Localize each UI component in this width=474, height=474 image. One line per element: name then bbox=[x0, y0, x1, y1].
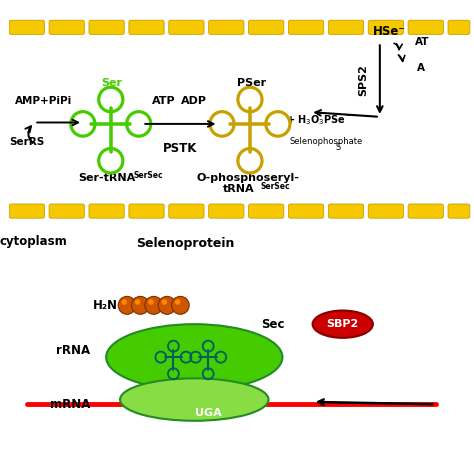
Ellipse shape bbox=[312, 310, 373, 338]
Circle shape bbox=[132, 296, 149, 314]
FancyBboxPatch shape bbox=[9, 20, 45, 35]
Text: Sec: Sec bbox=[261, 318, 285, 331]
Circle shape bbox=[158, 296, 176, 314]
Text: S: S bbox=[336, 143, 341, 152]
FancyBboxPatch shape bbox=[89, 204, 124, 218]
Text: HSe⁻: HSe⁻ bbox=[373, 25, 405, 37]
Text: UGA: UGA bbox=[195, 408, 221, 418]
FancyBboxPatch shape bbox=[289, 204, 324, 218]
Text: tRNA: tRNA bbox=[222, 184, 254, 194]
FancyBboxPatch shape bbox=[9, 204, 45, 218]
Text: SPS2: SPS2 bbox=[359, 64, 369, 96]
Circle shape bbox=[175, 299, 181, 305]
Text: Ser-tRNA: Ser-tRNA bbox=[79, 173, 136, 183]
FancyBboxPatch shape bbox=[408, 20, 443, 35]
Text: ADP: ADP bbox=[181, 96, 207, 106]
Text: AMP+PiPi: AMP+PiPi bbox=[15, 96, 72, 106]
FancyBboxPatch shape bbox=[209, 20, 244, 35]
Text: Selenoprotein: Selenoprotein bbox=[136, 237, 234, 250]
Text: O-phosphoseryl-: O-phosphoseryl- bbox=[196, 173, 299, 183]
Text: SerRS: SerRS bbox=[9, 137, 45, 147]
Text: PSTK: PSTK bbox=[163, 142, 198, 155]
FancyBboxPatch shape bbox=[49, 204, 84, 218]
Text: mRNA: mRNA bbox=[50, 398, 90, 411]
FancyBboxPatch shape bbox=[448, 20, 470, 35]
FancyBboxPatch shape bbox=[448, 204, 470, 218]
FancyBboxPatch shape bbox=[328, 20, 364, 35]
Text: A: A bbox=[417, 64, 425, 73]
FancyBboxPatch shape bbox=[169, 20, 204, 35]
Circle shape bbox=[121, 299, 127, 305]
Text: PSer: PSer bbox=[237, 78, 266, 88]
Ellipse shape bbox=[106, 324, 283, 390]
FancyBboxPatch shape bbox=[169, 204, 204, 218]
Circle shape bbox=[172, 296, 189, 314]
FancyBboxPatch shape bbox=[129, 204, 164, 218]
Text: cytoplasm: cytoplasm bbox=[0, 235, 67, 247]
Circle shape bbox=[145, 296, 163, 314]
Text: SBP2: SBP2 bbox=[327, 319, 359, 329]
Circle shape bbox=[162, 299, 167, 305]
Text: + H$_3$O$_3$PSe$^-$: + H$_3$O$_3$PSe$^-$ bbox=[286, 113, 353, 127]
FancyBboxPatch shape bbox=[248, 204, 284, 218]
FancyBboxPatch shape bbox=[289, 20, 324, 35]
Text: SerSec: SerSec bbox=[134, 171, 164, 180]
FancyBboxPatch shape bbox=[368, 20, 403, 35]
Circle shape bbox=[148, 299, 154, 305]
FancyBboxPatch shape bbox=[368, 204, 403, 218]
FancyBboxPatch shape bbox=[408, 204, 443, 218]
Text: SerSec: SerSec bbox=[260, 182, 290, 191]
Text: H₂N: H₂N bbox=[93, 299, 118, 312]
FancyBboxPatch shape bbox=[89, 20, 124, 35]
Ellipse shape bbox=[120, 378, 268, 421]
Text: Ser: Ser bbox=[102, 78, 123, 88]
FancyBboxPatch shape bbox=[248, 20, 284, 35]
Text: rRNA: rRNA bbox=[56, 344, 90, 356]
FancyBboxPatch shape bbox=[209, 204, 244, 218]
FancyBboxPatch shape bbox=[49, 20, 84, 35]
Circle shape bbox=[135, 299, 140, 305]
Text: AT: AT bbox=[415, 37, 429, 47]
FancyBboxPatch shape bbox=[328, 204, 364, 218]
Text: ATP: ATP bbox=[152, 96, 176, 106]
Circle shape bbox=[118, 296, 136, 314]
Text: Selenophosphate: Selenophosphate bbox=[290, 137, 363, 146]
FancyBboxPatch shape bbox=[129, 20, 164, 35]
